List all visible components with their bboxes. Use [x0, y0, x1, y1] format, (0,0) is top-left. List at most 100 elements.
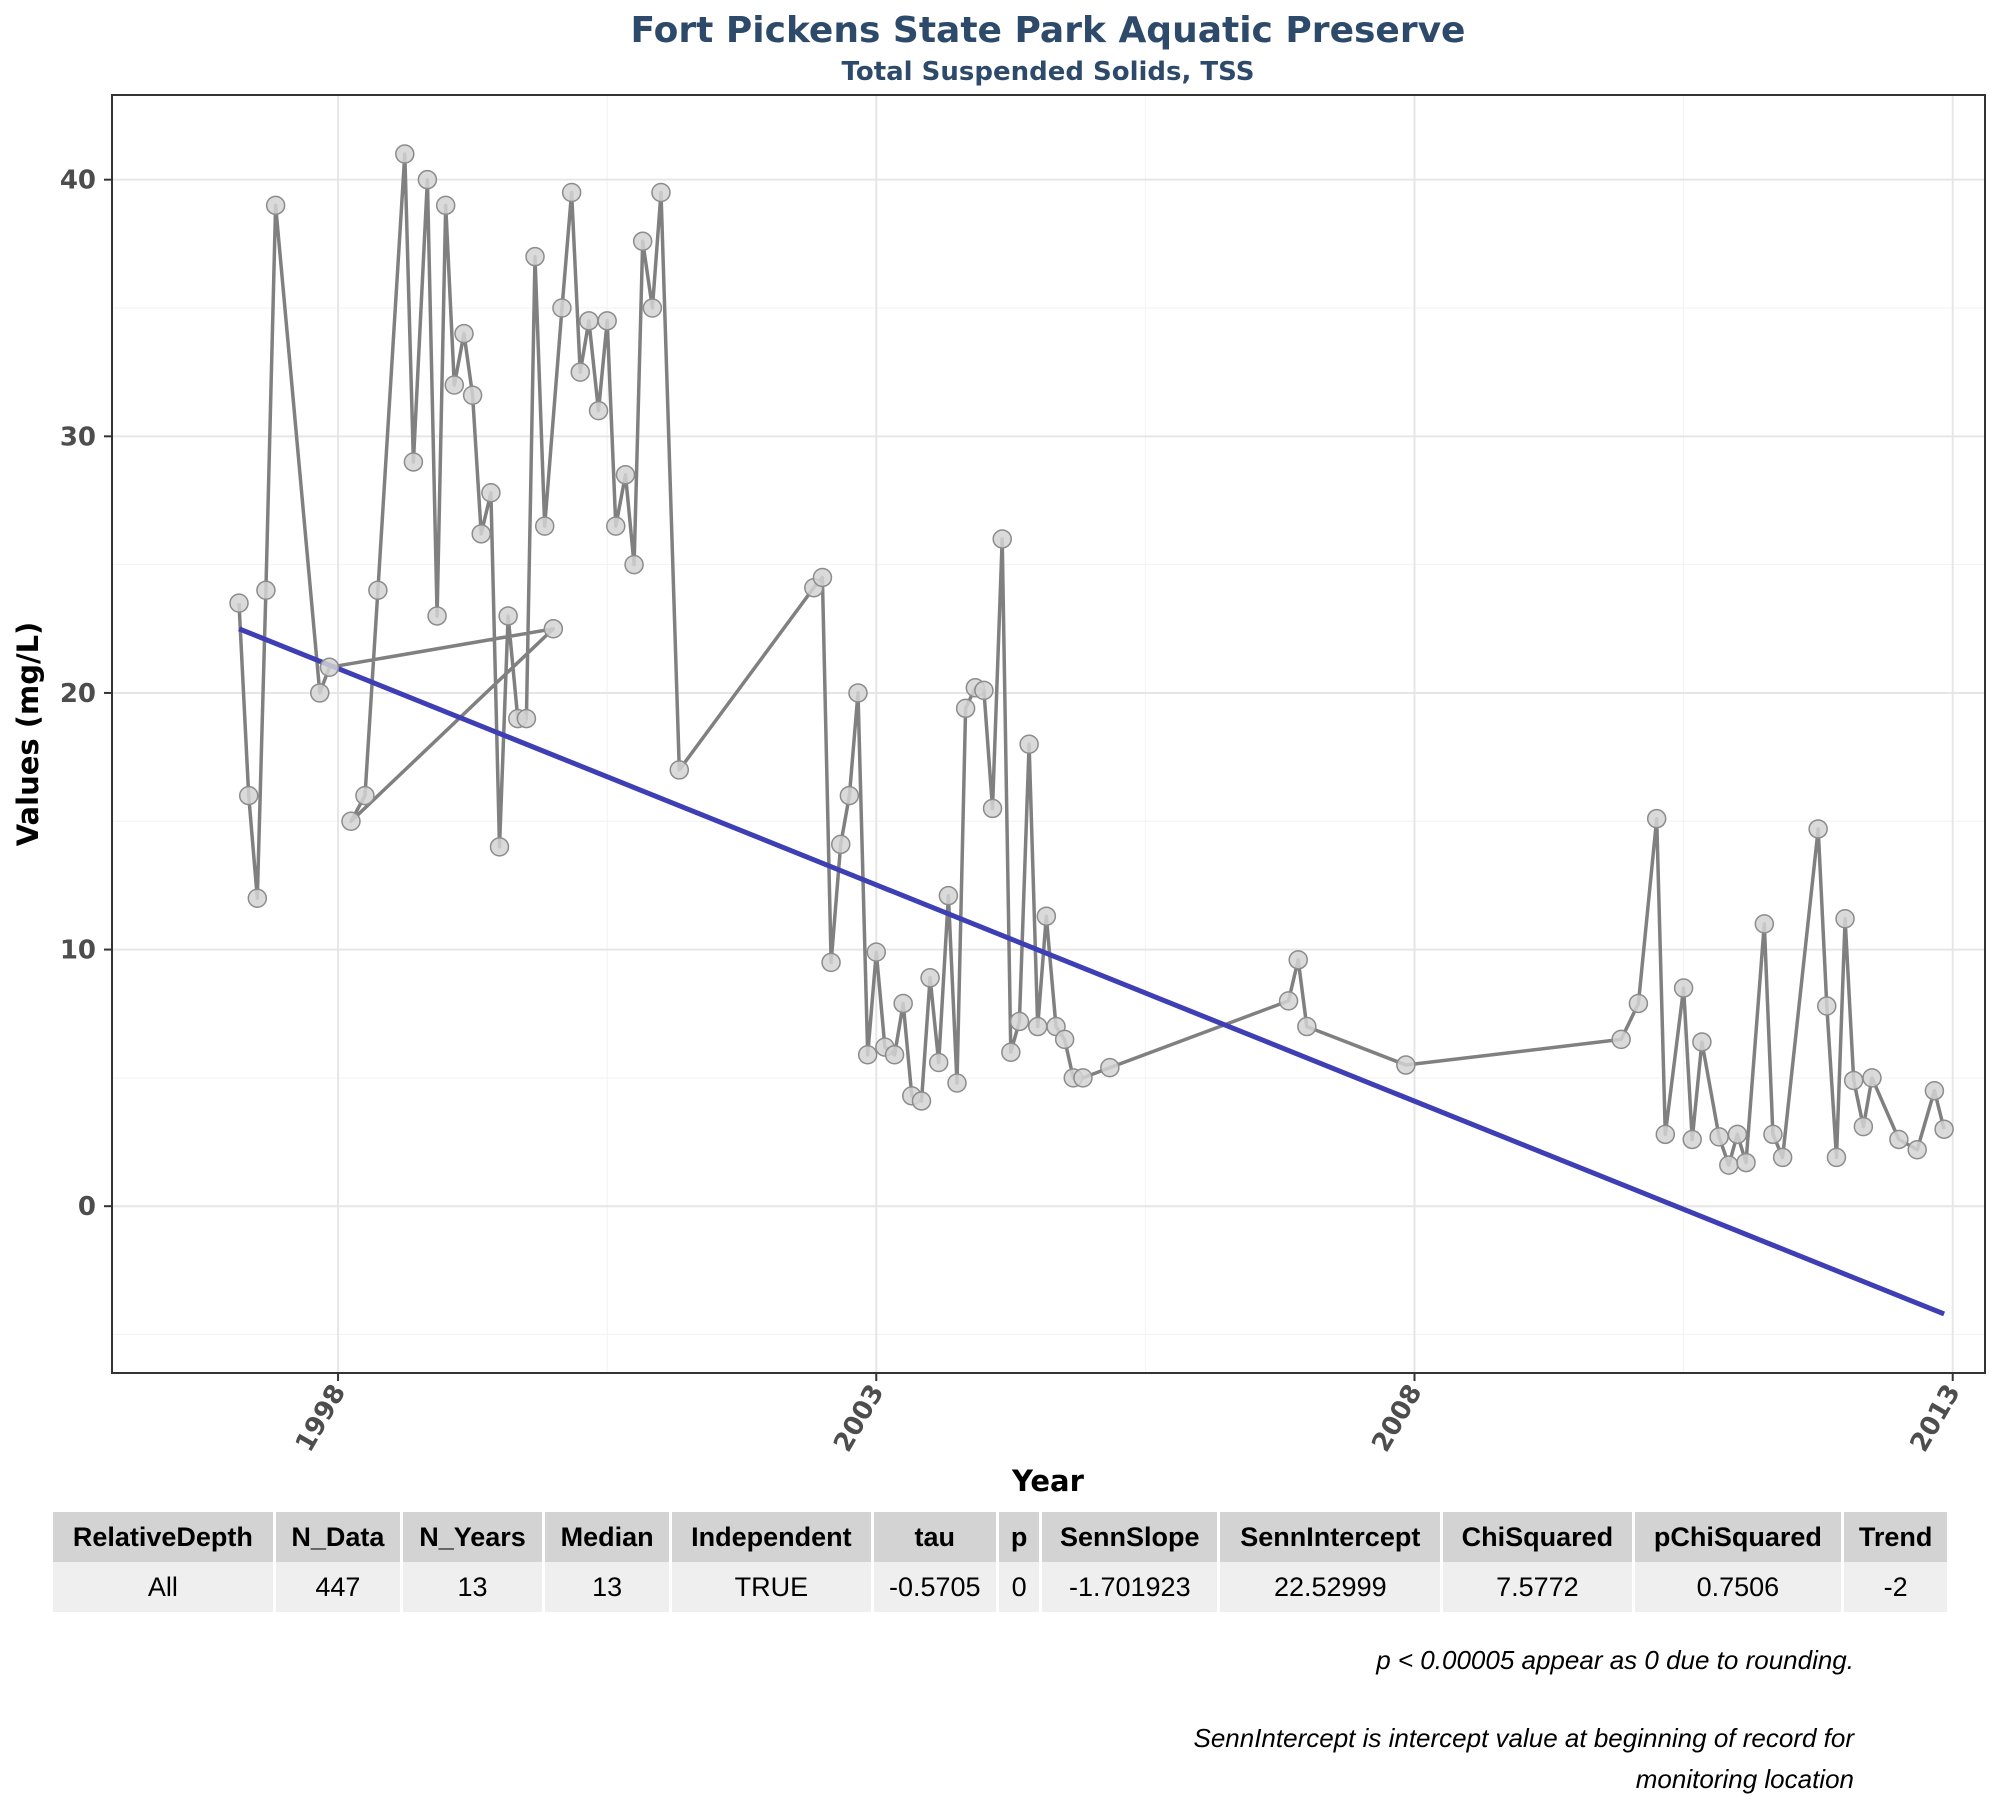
data-point: [911, 1091, 932, 1111]
data-point: [830, 834, 851, 855]
data-point: [669, 760, 690, 780]
data-point: [938, 885, 959, 906]
data-point: [1655, 1124, 1676, 1145]
table-header-cell: Independent: [672, 1512, 871, 1562]
table-header-cell: p: [999, 1512, 1040, 1562]
table-header-cell: Median: [545, 1512, 670, 1562]
data-point: [1924, 1080, 1945, 1101]
table-cell: -2: [1844, 1562, 1947, 1612]
data-point: [403, 452, 424, 472]
data-point: [1817, 996, 1837, 1016]
table-cell: 13: [545, 1562, 670, 1612]
data-point: [1009, 1011, 1030, 1032]
data-point: [561, 182, 582, 203]
table-cell: 22.52999: [1220, 1562, 1441, 1612]
x-tick-label: 2013: [1905, 1380, 1967, 1458]
series: [237, 152, 1946, 1167]
data-point: [893, 993, 913, 1014]
data-point: [1889, 1129, 1909, 1150]
plot-panel: [111, 94, 1986, 1374]
data-point: [1709, 1127, 1729, 1147]
chart-title: Fort Pickens State Park Aquatic Preserve: [631, 10, 1466, 51]
data-point: [462, 385, 483, 406]
x-tick-label: 2008: [1366, 1380, 1428, 1458]
table-header-cell: N_Years: [402, 1512, 543, 1562]
y-tick-label: 30: [60, 422, 96, 452]
data-point: [866, 942, 887, 962]
table-header-cell: RelativeDepth: [53, 1512, 273, 1562]
data-point: [1100, 1057, 1120, 1078]
data-point: [974, 680, 994, 701]
data-point: [319, 657, 340, 678]
data-point: [1036, 906, 1057, 926]
data-point: [1826, 1147, 1847, 1168]
data-point: [1628, 993, 1649, 1014]
data-point: [1297, 1016, 1317, 1037]
data-point: [947, 1073, 967, 1093]
data-point: [417, 169, 438, 190]
chart: Fort Pickens State Park Aquatic Preserve…: [11, 10, 1986, 1498]
data-point: [341, 811, 361, 832]
data-point: [395, 144, 415, 164]
rounding-note: p < 0.00005 appear as 0 due to rounding.: [1376, 1645, 1854, 1675]
data-point: [606, 516, 626, 536]
data-point: [1673, 978, 1694, 998]
table-header-cell: N_Data: [275, 1512, 400, 1562]
data-point: [1763, 1124, 1783, 1145]
data-point: [821, 952, 841, 973]
data-point: [543, 619, 564, 639]
y-tick-label: 10: [60, 936, 96, 966]
table-cell: 13: [402, 1562, 543, 1612]
grid: [112, 95, 1985, 1373]
data-point: [229, 593, 249, 613]
axis-ticks: 0 10 20 30 40 1998 2003 2008 2013: [60, 166, 1967, 1457]
table-cell: TRUE: [672, 1562, 871, 1612]
data-point: [1027, 1016, 1048, 1037]
data-point: [1719, 1155, 1739, 1175]
data-point: [884, 1045, 905, 1065]
data-point: [1862, 1068, 1882, 1088]
table-header-cell: SennSlope: [1042, 1512, 1218, 1562]
data-point: [1073, 1068, 1093, 1088]
data-point: [1853, 1116, 1874, 1137]
data-point: [1288, 950, 1308, 970]
table-header-row: RelativeDepth N_Data N_Years Median Independ…: [53, 1512, 1947, 1562]
table-header-cell: pChiSquared: [1634, 1512, 1842, 1562]
table-cell: 0.7506: [1634, 1562, 1842, 1612]
data-point: [570, 362, 590, 382]
data-point: [992, 529, 1012, 549]
intercept-note: SennIntercept is intercept value at begi…: [1193, 1723, 1854, 1794]
data-point: [1692, 1032, 1712, 1052]
data-point: [1808, 819, 1828, 839]
stats-table: RelativeDepth N_Data N_Years Median Independ…: [50, 1512, 1950, 1612]
data-point: [454, 323, 474, 344]
y-axis-title: Values (mg/L): [11, 622, 45, 847]
x-axis-title: Year: [1011, 1464, 1085, 1498]
data-point: [238, 785, 259, 806]
data-point: [427, 606, 447, 626]
data-point: [955, 698, 976, 719]
data-point: [651, 182, 671, 203]
data-point: [1682, 1129, 1702, 1150]
table-header-cell: Trend: [1844, 1512, 1947, 1562]
data-point: [848, 683, 868, 703]
data-point: [1054, 1029, 1075, 1050]
data-point: [1934, 1119, 1954, 1139]
data-point: [368, 580, 388, 601]
data-point: [444, 375, 465, 395]
data-point: [1019, 734, 1039, 755]
y-tick-label: 0: [78, 1192, 96, 1222]
data-point: [310, 683, 330, 703]
data-point: [534, 516, 555, 536]
y-tick-label: 20: [60, 679, 96, 709]
data-point: [597, 311, 617, 331]
data-point: [552, 298, 572, 318]
points: [229, 144, 1954, 1175]
table-cell: 0: [999, 1562, 1040, 1612]
data-point: [471, 524, 491, 544]
data-point: [247, 888, 268, 908]
data-point: [265, 195, 286, 216]
table-cell: 7.5772: [1443, 1562, 1632, 1612]
data-point: [256, 580, 276, 601]
data-point: [839, 785, 860, 806]
